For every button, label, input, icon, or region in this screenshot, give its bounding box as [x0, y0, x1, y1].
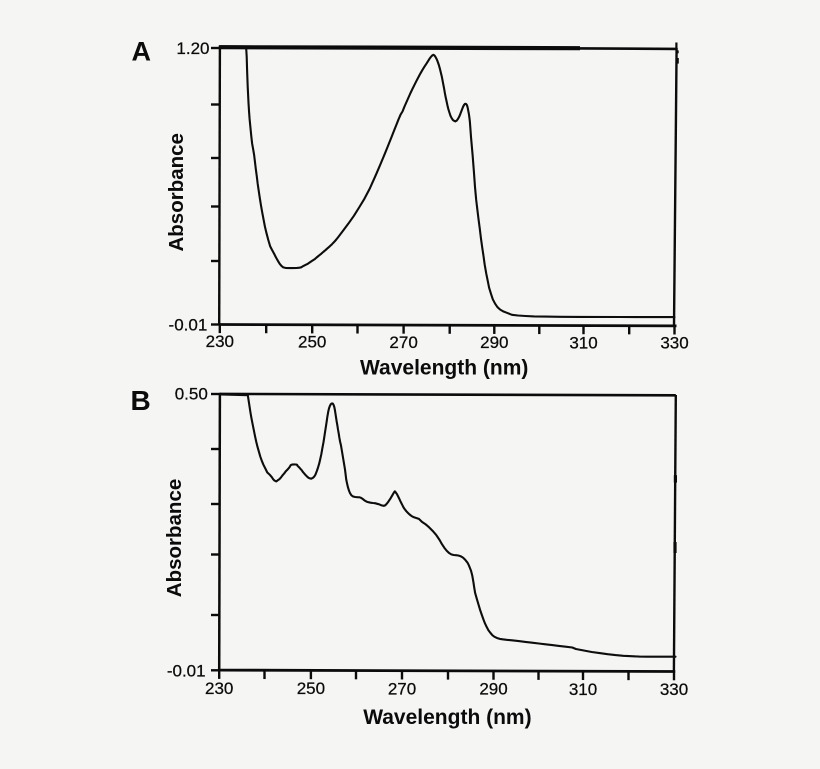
svg-text:-0.01: -0.01	[169, 315, 208, 334]
svg-text:A: A	[132, 37, 152, 67]
svg-text:310: 310	[569, 680, 597, 699]
svg-text:1.20: 1.20	[176, 39, 209, 58]
svg-text:270: 270	[388, 679, 416, 698]
svg-text:230: 230	[205, 679, 233, 698]
svg-text:0.50: 0.50	[175, 385, 208, 404]
svg-text:B: B	[131, 385, 151, 416]
svg-text:230: 230	[206, 332, 234, 351]
svg-text:330: 330	[660, 334, 688, 353]
svg-text:330: 330	[660, 680, 688, 699]
svg-text:Wavelength (nm): Wavelength (nm)	[360, 357, 528, 380]
svg-text:Absorbance: Absorbance	[163, 479, 186, 597]
svg-text:250: 250	[297, 679, 325, 698]
svg-text:270: 270	[389, 333, 417, 352]
svg-text:Wavelength (nm): Wavelength (nm)	[363, 706, 531, 729]
svg-text:-0.01: -0.01	[167, 662, 206, 681]
svg-text:290: 290	[480, 333, 508, 352]
svg-text:290: 290	[479, 680, 507, 699]
svg-text:Absorbance: Absorbance	[165, 133, 188, 251]
svg-text:250: 250	[298, 332, 326, 351]
svg-text:310: 310	[569, 333, 597, 352]
